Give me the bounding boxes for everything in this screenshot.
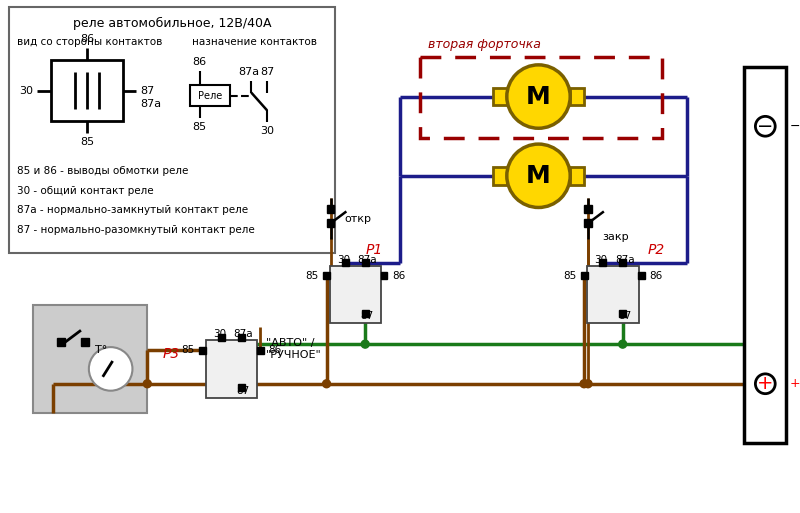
Circle shape xyxy=(507,65,570,128)
Bar xyxy=(381,272,387,279)
Text: 30: 30 xyxy=(594,255,607,265)
Bar xyxy=(362,310,369,317)
Bar xyxy=(199,347,206,353)
Text: "АВТО" /
"РУЧНОЕ": "АВТО" / "РУЧНОЕ" xyxy=(266,338,322,360)
Text: реле автомобильное, 12В/40А: реле автомобильное, 12В/40А xyxy=(73,17,271,30)
Text: 86: 86 xyxy=(392,271,405,281)
Text: +: + xyxy=(757,374,774,393)
Bar xyxy=(619,310,626,317)
Bar xyxy=(238,384,245,391)
Bar xyxy=(599,260,606,266)
Bar xyxy=(326,220,334,227)
Text: 85: 85 xyxy=(193,122,207,132)
Text: откр: откр xyxy=(344,214,371,224)
Bar xyxy=(342,260,349,266)
Text: вид со стороны контактов: вид со стороны контактов xyxy=(17,37,162,47)
Text: закр: закр xyxy=(602,232,629,242)
Bar xyxy=(619,260,626,266)
Bar xyxy=(238,334,245,341)
Bar xyxy=(34,305,147,413)
Text: M: M xyxy=(526,164,551,188)
Text: 86: 86 xyxy=(193,57,207,67)
Bar xyxy=(57,338,65,346)
Bar xyxy=(326,206,334,213)
Text: вторая форточка: вторая форточка xyxy=(427,38,541,51)
Text: M: M xyxy=(526,85,551,109)
Text: назначение контактов: назначение контактов xyxy=(192,37,317,47)
Bar xyxy=(493,167,507,185)
Text: 30 - общий контакт реле: 30 - общий контакт реле xyxy=(17,186,153,195)
Text: 85: 85 xyxy=(80,137,94,147)
Text: 85: 85 xyxy=(306,271,318,281)
Text: 86: 86 xyxy=(650,271,662,281)
Text: 30: 30 xyxy=(213,329,226,339)
Bar xyxy=(362,260,369,266)
Circle shape xyxy=(362,340,369,348)
Text: 87a: 87a xyxy=(615,255,634,265)
Bar xyxy=(323,272,330,279)
Bar xyxy=(257,347,264,353)
Bar xyxy=(584,220,592,227)
Bar xyxy=(570,88,584,106)
Circle shape xyxy=(89,347,133,391)
Text: +: + xyxy=(790,377,800,390)
Text: 87а - нормально-замкнутый контакт реле: 87а - нормально-замкнутый контакт реле xyxy=(17,205,248,215)
Text: −: − xyxy=(790,120,800,133)
Text: 87a: 87a xyxy=(238,67,260,77)
Circle shape xyxy=(507,144,570,207)
Bar xyxy=(493,88,507,106)
Text: 30: 30 xyxy=(19,86,34,95)
Text: Р3: Р3 xyxy=(162,347,179,361)
Text: P2: P2 xyxy=(647,243,665,257)
Text: 30: 30 xyxy=(260,126,274,136)
Bar xyxy=(493,88,507,106)
Bar xyxy=(570,167,584,185)
Bar xyxy=(570,167,584,185)
Text: 87a: 87a xyxy=(358,255,377,265)
Circle shape xyxy=(322,380,330,388)
Circle shape xyxy=(143,380,151,388)
Text: 87a: 87a xyxy=(140,100,162,109)
Circle shape xyxy=(580,380,588,388)
Bar xyxy=(190,85,230,107)
Circle shape xyxy=(584,380,592,388)
Text: T°: T° xyxy=(94,345,107,355)
Text: 85: 85 xyxy=(182,345,195,355)
Bar xyxy=(330,266,381,323)
Bar xyxy=(638,272,645,279)
Text: 87: 87 xyxy=(361,311,374,321)
Circle shape xyxy=(755,374,775,393)
Bar xyxy=(51,60,122,121)
Text: −: − xyxy=(757,117,774,136)
Bar xyxy=(581,272,587,279)
Bar xyxy=(420,57,662,138)
Text: 85 и 86 - выводы обмотки реле: 85 и 86 - выводы обмотки реле xyxy=(17,166,188,176)
Text: 86: 86 xyxy=(268,345,282,355)
Bar xyxy=(206,340,258,398)
Text: Реле: Реле xyxy=(198,91,222,101)
Bar xyxy=(745,67,786,443)
Bar xyxy=(584,206,592,213)
Text: 30: 30 xyxy=(337,255,350,265)
Circle shape xyxy=(618,340,626,348)
Bar xyxy=(570,88,584,106)
Text: 85: 85 xyxy=(563,271,576,281)
Circle shape xyxy=(755,116,775,136)
Bar xyxy=(493,167,507,185)
Bar xyxy=(587,266,638,323)
Bar xyxy=(81,338,89,346)
Text: 87: 87 xyxy=(618,311,631,321)
Bar xyxy=(9,7,335,253)
Bar xyxy=(218,334,225,341)
Text: 87: 87 xyxy=(140,86,154,95)
Text: 87: 87 xyxy=(237,386,250,396)
Text: 87 - нормально-разомкнутый контакт реле: 87 - нормально-разомкнутый контакт реле xyxy=(17,225,254,235)
Text: 87a: 87a xyxy=(234,329,253,339)
Text: 86: 86 xyxy=(80,34,94,44)
Text: 87: 87 xyxy=(260,67,274,77)
Text: P1: P1 xyxy=(365,243,382,257)
